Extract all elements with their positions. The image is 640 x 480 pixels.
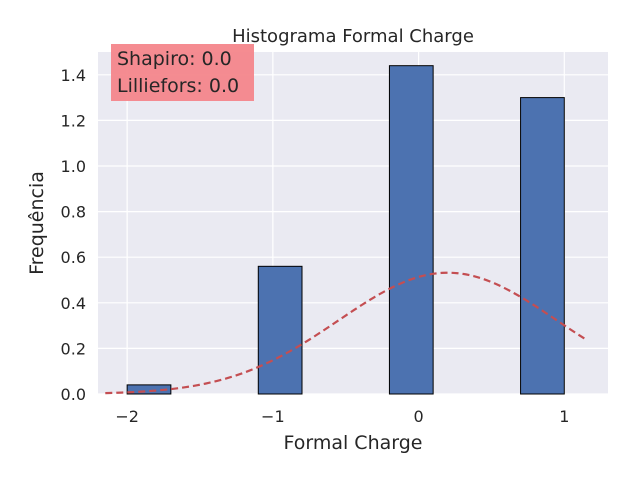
x-axis-ticks: −2 −1 0 1 [115, 407, 569, 426]
x-tick-label-3: 1 [559, 407, 569, 426]
chart-title: Histograma Formal Charge [232, 26, 474, 47]
y-tick-label-1: 0.2 [61, 339, 86, 358]
y-axis-ticks: 0.0 0.2 0.4 0.6 0.8 1.0 1.2 1.4 [61, 66, 86, 404]
y-tick-label-3: 0.6 [61, 248, 86, 267]
histogram-bar-0 [126, 384, 172, 395]
annotation-shapiro: Shapiro: 0.0 [117, 48, 232, 70]
annotation-lilliefors: Lilliefors: 0.0 [117, 75, 239, 97]
y-tick-label-2: 0.4 [61, 294, 86, 313]
y-tick-label-6: 1.2 [61, 111, 86, 130]
y-tick-label-0: 0.0 [61, 385, 86, 404]
normal-curve [105, 271, 587, 395]
x-axis-label: Formal Charge [283, 432, 422, 454]
y-tick-label-4: 0.8 [61, 203, 86, 222]
histogram-bar-1 [257, 265, 303, 395]
histogram-bar-2 [388, 65, 434, 395]
normality-annotation-box [111, 44, 254, 101]
bars [126, 65, 565, 395]
y-tick-label-7: 1.4 [61, 66, 86, 85]
x-tick-label-0: −2 [115, 407, 139, 426]
x-tick-label-2: 0 [413, 407, 423, 426]
y-tick-label-5: 1.0 [61, 157, 86, 176]
histogram-bar-3 [520, 97, 565, 395]
x-tick-label-1: −1 [261, 407, 285, 426]
y-axis-label: Frequência [26, 171, 48, 275]
